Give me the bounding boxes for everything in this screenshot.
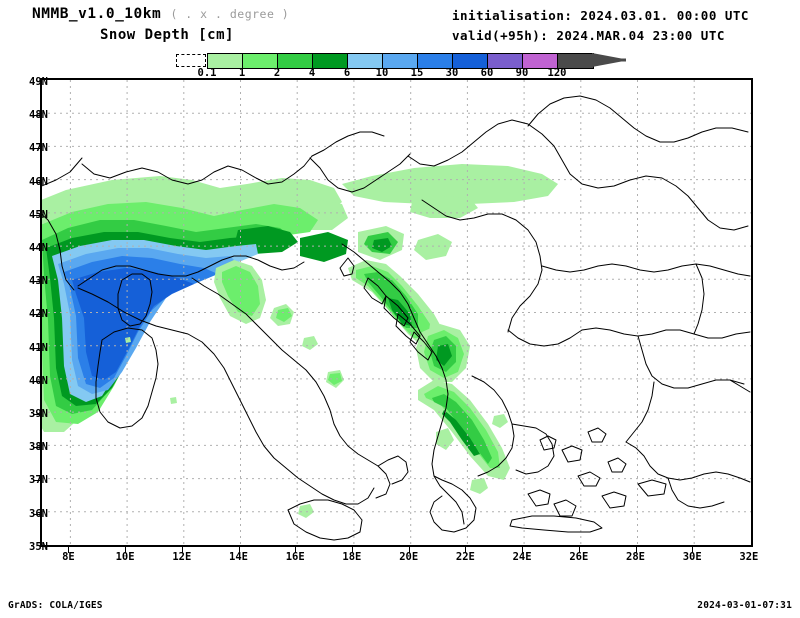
y-axis-tick-43N	[33, 281, 40, 283]
colorbar-missing-value-box	[176, 54, 206, 67]
colorbar-segment-6	[418, 54, 453, 68]
x-axis-tick-22E	[465, 547, 467, 553]
colorbar-tick-120: 120	[547, 67, 567, 79]
x-axis-label-8E: 8E	[62, 551, 75, 563]
colorbar-segment-3	[313, 54, 348, 68]
x-axis-tick-24E	[522, 547, 524, 553]
map-gridlines	[42, 80, 751, 545]
x-axis-label-20E: 20E	[399, 551, 419, 563]
x-axis-label-26E: 26E	[569, 551, 589, 563]
colorbar-segment-2	[278, 54, 313, 68]
footer-timestamp: 2024-03-01-07:31	[697, 600, 792, 611]
x-axis-tick-20E	[408, 547, 410, 553]
x-axis-tick-18E	[351, 547, 353, 553]
y-axis-label-41N: 41N	[29, 341, 48, 354]
x-axis-label-28E: 28E	[626, 551, 645, 563]
y-axis-label-35N: 35N	[29, 541, 48, 553]
y-axis-label-46N: 46N	[29, 175, 48, 188]
model-name-text: NMMB_v1.0_10km	[32, 6, 162, 22]
y-axis-label-37N: 37N	[29, 474, 48, 487]
y-axis-label-44N: 44N	[29, 242, 48, 254]
y-axis-tick-39N	[33, 414, 40, 415]
y-axis-label-43N: 43N	[29, 275, 48, 288]
map-plot-area[interactable]	[40, 78, 753, 547]
x-axis-tick-8E	[68, 547, 70, 553]
colorbar-segment-1	[243, 54, 278, 68]
colorbar-tick-30: 30	[445, 67, 459, 79]
y-axis-tick-42N	[33, 314, 40, 316]
colorbar-overflow-arrow-icon	[592, 53, 626, 67]
y-axis-tick-46N	[33, 181, 40, 183]
y-axis-tick-36N	[33, 513, 40, 515]
x-axis-label-22E: 22E	[455, 551, 475, 563]
colorbar-strip	[207, 53, 594, 69]
colorbar-tick-60: 60	[480, 67, 494, 79]
x-axis-tick-10E	[125, 547, 127, 553]
colorbar-tick-2: 2	[273, 67, 281, 79]
colorbar-segment-8	[488, 54, 523, 68]
colorbar-segment-9	[523, 54, 558, 68]
y-axis-label-45N: 45N	[29, 208, 48, 221]
y-axis-tick-41N	[33, 347, 40, 349]
colorbar-segment-5	[383, 54, 418, 68]
x-axis-label-16E: 16E	[285, 551, 305, 563]
page-title: Snow Depth [cm]	[100, 27, 234, 43]
snow-depth-contours	[42, 164, 558, 518]
x-axis-tick-26E	[578, 547, 580, 553]
x-axis-tick-30E	[692, 547, 694, 553]
map-coastlines	[42, 95, 751, 541]
y-axis-label-38N: 38N	[29, 441, 48, 454]
y-axis-label-42N: 42N	[29, 308, 48, 321]
y-axis-label-47N: 47N	[29, 142, 48, 155]
x-axis-label-30E: 30E	[682, 551, 702, 563]
colorbar-tick-4: 4	[308, 67, 316, 79]
colorbar-segment-10	[558, 54, 593, 68]
initialisation-time-label: initialisation: 2024.03.01. 00:00 UTC	[452, 8, 749, 23]
y-axis-tick-44N	[33, 248, 40, 249]
colorbar-tick-90: 90	[515, 67, 529, 79]
map-canvas	[42, 80, 751, 545]
y-axis-label-49N: 49N	[29, 76, 48, 88]
x-axis-label-10E: 10E	[115, 551, 135, 563]
y-axis-label-40N: 40N	[29, 374, 48, 387]
model-resolution-note: ( . x . degree )	[170, 7, 290, 21]
colorbar-segment-4	[348, 54, 383, 68]
y-axis-tick-48N	[33, 115, 40, 117]
colorbar-segment-7	[453, 54, 488, 68]
x-axis-tick-16E	[295, 547, 297, 553]
valid-time-label: valid(+95h): 2024.MAR.04 23:00 UTC	[452, 28, 725, 43]
x-axis-tick-12E	[181, 547, 183, 553]
footer-attribution: GrADS: COLA/IGES	[8, 600, 103, 611]
colorbar-segment-0	[208, 54, 243, 68]
colorbar-tick-6: 6	[343, 67, 351, 79]
x-axis-label-18E: 18E	[342, 551, 362, 563]
y-axis-label-36N: 36N	[29, 507, 48, 520]
y-axis-tick-47N	[33, 148, 40, 150]
x-axis-label-12E: 12E	[172, 551, 192, 563]
colorbar-tick-15: 15	[410, 67, 424, 79]
x-axis-tick-14E	[238, 547, 240, 553]
x-axis-label-14E: 14E	[229, 551, 248, 563]
colorbar-tick-0.1: 0.1	[197, 67, 217, 79]
x-axis-label-24E: 24E	[512, 551, 532, 563]
colorbar-legend: 0.1 1 2 4 6 10 15 30 60 90 120	[0, 48, 800, 79]
chart-header: NMMB_v1.0_10km ( . x . degree ) Snow Dep…	[0, 0, 800, 46]
x-axis-tick-28E	[635, 547, 637, 553]
model-name-label: NMMB_v1.0_10km ( . x . degree )	[32, 6, 289, 22]
colorbar-tick-1: 1	[238, 67, 246, 79]
y-axis-label-48N: 48N	[29, 109, 48, 122]
colorbar-tick-10: 10	[375, 67, 389, 79]
y-axis-tick-40N	[33, 380, 40, 382]
y-axis-tick-38N	[33, 447, 40, 449]
y-axis-tick-45N	[33, 214, 40, 216]
x-axis-label-32E: 32E	[739, 551, 759, 563]
y-axis-label-39N: 39N	[29, 408, 48, 420]
y-axis-tick-37N	[33, 480, 40, 482]
